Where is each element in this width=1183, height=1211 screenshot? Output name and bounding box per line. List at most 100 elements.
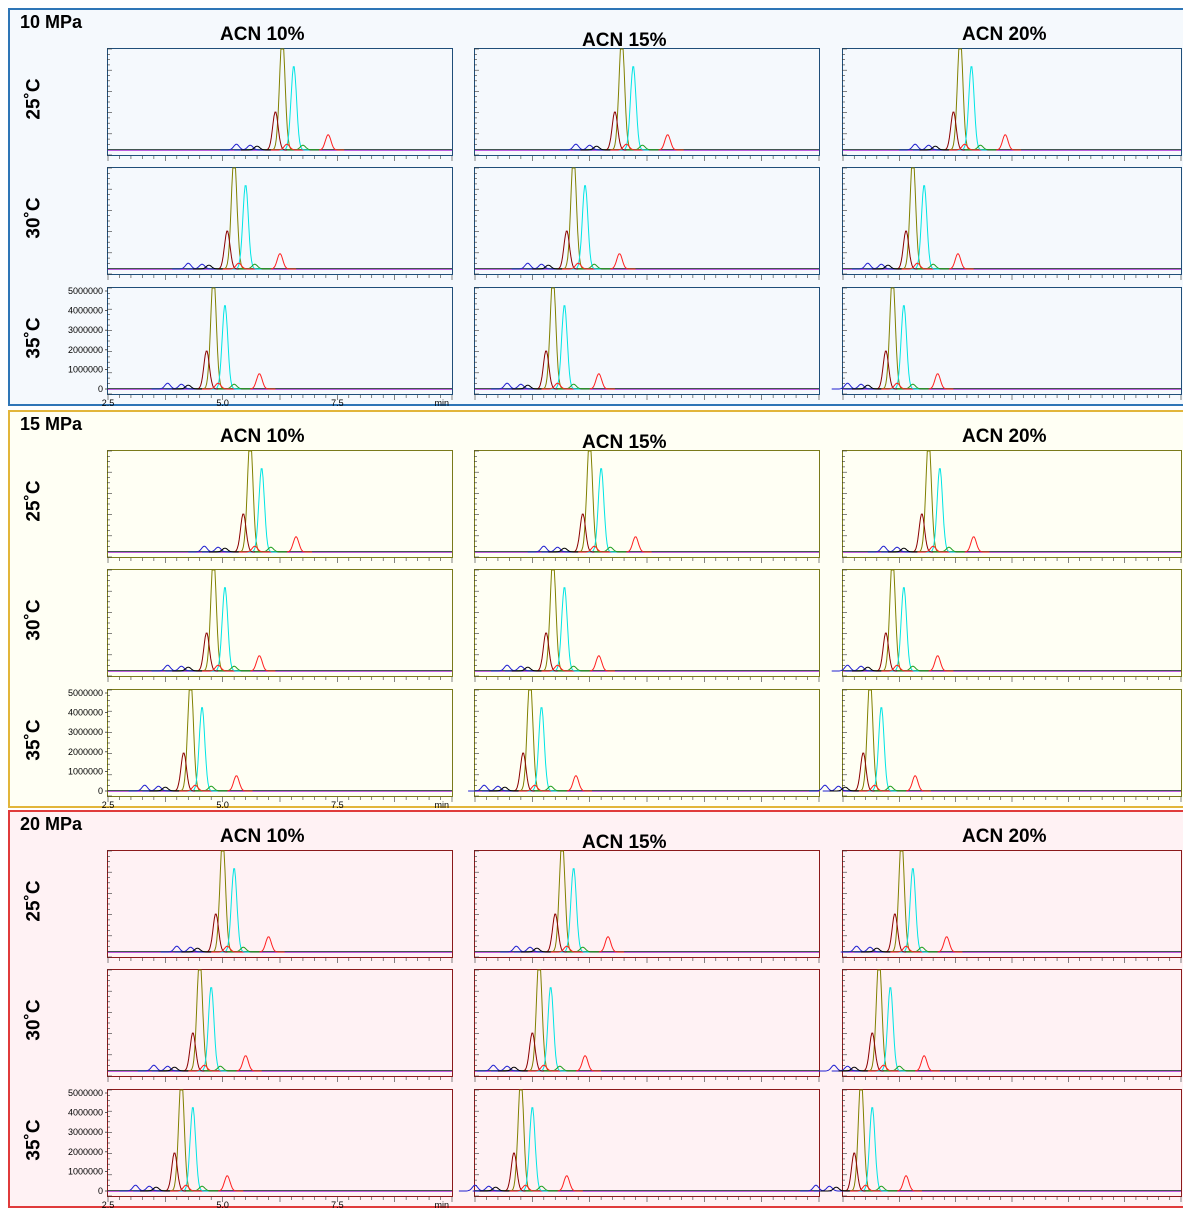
- peak-trace: [831, 1065, 864, 1072]
- plot-frame: [474, 48, 820, 156]
- peak-trace: [218, 665, 251, 672]
- chromatogram-panel: [107, 167, 453, 280]
- peak-trace: [957, 536, 990, 553]
- peak-trace: [263, 253, 297, 270]
- y-tick-label: 1000000: [68, 364, 103, 374]
- peak-trace: [197, 287, 230, 390]
- chromatogram-panel: 5000000 4000000 3000000 2000000 1000000 0 2.5 5…: [68, 1088, 453, 1210]
- peak-trace: [181, 947, 214, 953]
- group-panel-20-mpa: 20 MPa ACN 10% ACN 15% ACN 20% 25˚C 30˚C 35˚C 5…: [8, 810, 1183, 1210]
- peak-trace: [852, 384, 884, 390]
- peak-trace: [876, 569, 909, 672]
- peak-trace: [865, 263, 898, 270]
- peak-trace: [617, 66, 650, 151]
- acn-label: ACN 10%: [220, 826, 305, 847]
- plot-frame: [474, 287, 820, 395]
- chromatogram-panel: [842, 167, 1182, 280]
- y-tick-label: 2000000: [68, 747, 103, 757]
- acn-label: ACN 15%: [582, 30, 667, 51]
- chromatogram-panel: [474, 969, 820, 1082]
- peak-trace: [511, 384, 544, 390]
- plot-frame: [107, 1089, 453, 1197]
- peak-trace: [897, 383, 929, 390]
- peak-trace: [897, 868, 929, 953]
- peak-trace: [820, 1186, 852, 1192]
- peak-trace: [908, 1055, 940, 1072]
- chromatogram-panel: [107, 450, 453, 563]
- peak-trace: [188, 1064, 221, 1072]
- peak-trace: [901, 262, 934, 270]
- peak-trace: [876, 287, 909, 390]
- chromatogram-panel: [107, 969, 453, 1082]
- peak-trace: [865, 707, 898, 792]
- peak-trace: [580, 145, 613, 151]
- y-tick-label: 4000000: [68, 1108, 103, 1118]
- peak-trace: [557, 868, 590, 953]
- peak-trace: [222, 262, 255, 270]
- peak-trace: [548, 587, 581, 672]
- peak-trace: [917, 545, 949, 553]
- plot-frame: [842, 287, 1182, 395]
- pressure-label: 15 MPa: [20, 414, 83, 434]
- peak-trace: [525, 707, 558, 792]
- peak-trace: [208, 305, 241, 390]
- peak-trace: [243, 655, 276, 672]
- peak-trace: [867, 1064, 900, 1072]
- plot-frame: [474, 969, 820, 1077]
- plot-frame: [474, 167, 820, 275]
- temperature-label: 30˚C: [23, 999, 45, 1041]
- chromatogram-panel: [474, 850, 820, 963]
- peak-trace: [523, 969, 556, 1072]
- peak-trace: [218, 383, 251, 390]
- peak-trace: [176, 1107, 209, 1192]
- y-tick-label: 4000000: [68, 306, 103, 316]
- peak-trace: [149, 786, 182, 792]
- peak-trace: [822, 785, 855, 792]
- peak-trace: [172, 384, 205, 390]
- peak-trace: [603, 253, 636, 270]
- peak-trace: [158, 1066, 191, 1072]
- peak-trace: [266, 48, 299, 151]
- y-tick-label: 5000000: [68, 1088, 103, 1098]
- peak-trace: [195, 987, 228, 1072]
- peak-trace: [858, 784, 891, 792]
- acn-label: ACN 10%: [220, 426, 305, 447]
- peak-trace: [582, 373, 615, 390]
- y-tick-label: 1000000: [68, 1166, 103, 1176]
- peak-trace: [838, 1066, 870, 1072]
- peak-trace: [582, 655, 615, 672]
- plot-frame: [107, 569, 453, 677]
- peak-trace: [511, 666, 544, 672]
- peak-trace: [845, 383, 877, 390]
- chromatogram-panel: [474, 450, 820, 563]
- peak-trace: [908, 185, 940, 270]
- acn-label: ACN 20%: [962, 826, 1047, 847]
- peak-trace: [312, 134, 345, 151]
- y-tick-label: 0: [98, 786, 103, 796]
- chromatogram-panel: 5000000 4000000 3000000 2000000 1000000 0 2.5 5…: [68, 688, 453, 810]
- acn-label: ACN 20%: [962, 426, 1047, 447]
- peak-trace: [174, 689, 207, 792]
- peak-trace: [252, 936, 285, 953]
- plot-frame: [107, 287, 453, 395]
- peak-trace: [516, 1107, 549, 1192]
- temperature-label: 30˚C: [23, 197, 45, 239]
- peak-trace: [172, 666, 205, 672]
- peak-trace: [605, 48, 638, 151]
- chromatogram-panel: [468, 689, 820, 802]
- x-tick-label: 2.5: [102, 398, 115, 408]
- temperature-label: 25˚C: [23, 880, 45, 922]
- peak-trace: [491, 1065, 524, 1072]
- x-tick-label: 5.0: [216, 1200, 229, 1210]
- peak-trace: [964, 144, 997, 151]
- peak-trace: [948, 143, 981, 151]
- peak-trace: [509, 1184, 542, 1192]
- chromatogram-panel: [107, 850, 453, 963]
- peak-trace: [829, 786, 861, 792]
- peak-trace: [165, 1089, 198, 1192]
- peak-trace: [919, 145, 952, 151]
- peak-trace: [585, 468, 618, 553]
- peak-trace: [245, 468, 278, 553]
- peak-trace: [573, 144, 606, 151]
- peak-trace: [536, 287, 569, 390]
